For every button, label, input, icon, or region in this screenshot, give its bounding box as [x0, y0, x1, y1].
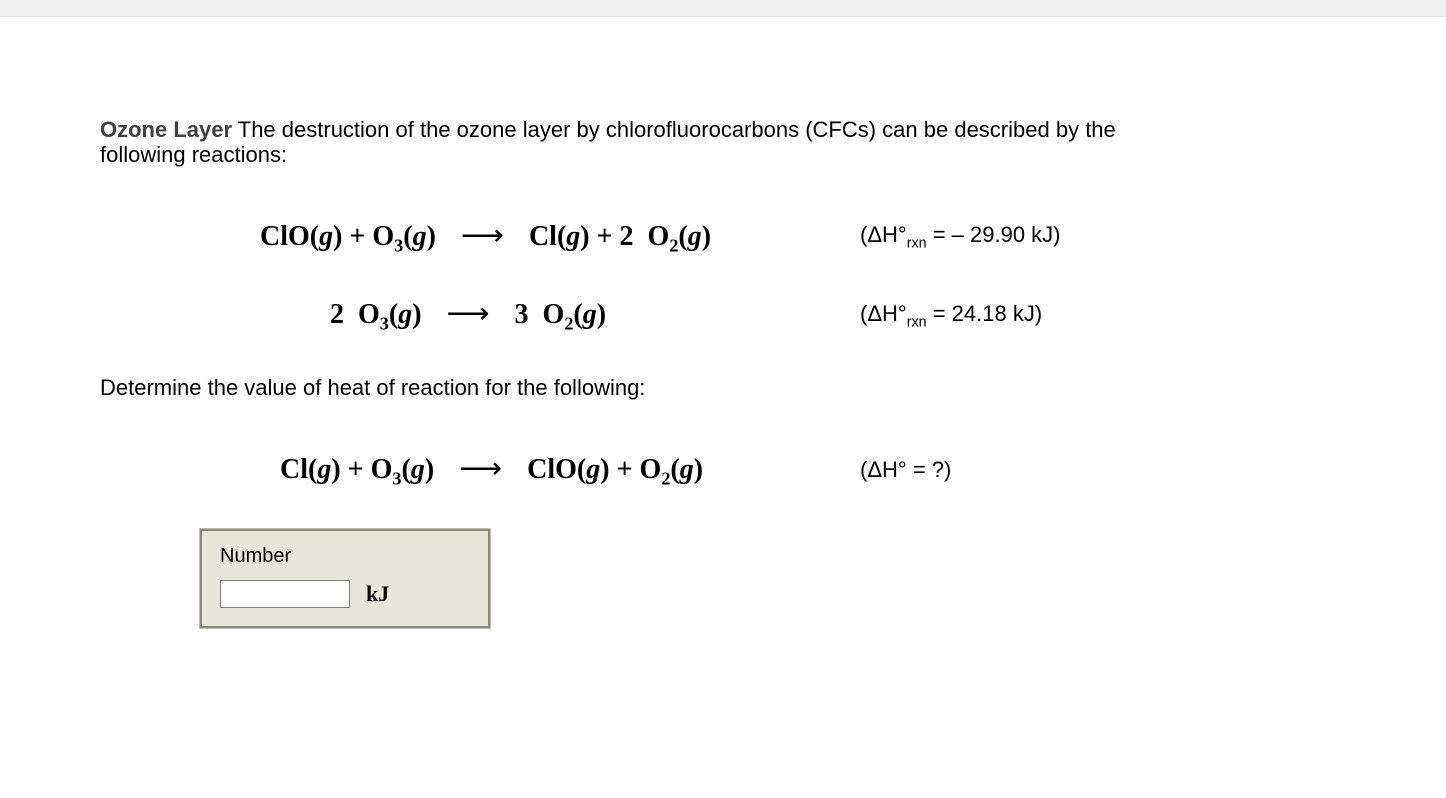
answer-unit: kJ [366, 581, 389, 607]
given-reactions: ClO(g) + O3(g) ⟶ Cl(g) + 2 O2(g) (ΔH°rxn… [260, 218, 1346, 335]
intro-lead: Ozone Layer [100, 117, 232, 142]
answer-box: Number kJ [200, 529, 490, 628]
arrow-icon: ⟶ [443, 219, 522, 252]
reaction-2-row: 2 O3(g) ⟶ 3 O2(g) (ΔH°rxn = 24.18 kJ) [260, 296, 1346, 335]
reaction-2-equation: 2 O3(g) ⟶ 3 O2(g) [260, 296, 820, 335]
reaction-1-rhs: Cl(g) + 2 O2(g) [529, 221, 711, 252]
intro-paragraph: Ozone Layer The destruction of the ozone… [100, 117, 1346, 168]
intro-text-2: following reactions: [100, 142, 287, 167]
reaction-2-dh: (ΔH°rxn = 24.18 kJ) [860, 301, 1042, 330]
intro-text-1: The destruction of the ozone layer by ch… [232, 117, 1116, 142]
arrow-icon: ⟶ [429, 297, 508, 330]
target-rhs: ClO(g) + O2(g) [527, 454, 703, 485]
target-reaction-row: Cl(g) + O3(g) ⟶ ClO(g) + O2(g) (ΔH° = ?) [260, 451, 1346, 490]
determine-prompt: Determine the value of heat of reaction … [100, 375, 1346, 401]
answer-input-row: kJ [220, 580, 470, 608]
reaction-1-dh: (ΔH°rxn = – 29.90 kJ) [860, 222, 1061, 251]
reaction-1-row: ClO(g) + O3(g) ⟶ Cl(g) + 2 O2(g) (ΔH°rxn… [260, 218, 1346, 257]
reaction-1-lhs: ClO(g) + O3(g) [260, 221, 436, 252]
reaction-2-lhs: 2 O3(g) [330, 299, 422, 330]
reaction-1-equation: ClO(g) + O3(g) ⟶ Cl(g) + 2 O2(g) [260, 218, 820, 257]
answer-input[interactable] [220, 580, 350, 608]
problem-content: Ozone Layer The destruction of the ozone… [0, 17, 1446, 688]
target-reaction-block: Cl(g) + O3(g) ⟶ ClO(g) + O2(g) (ΔH° = ?) [260, 451, 1346, 490]
target-dh: (ΔH° = ?) [860, 457, 951, 483]
reaction-2-rhs: 3 O2(g) [515, 299, 607, 330]
target-lhs: Cl(g) + O3(g) [280, 454, 434, 485]
target-reaction-equation: Cl(g) + O3(g) ⟶ ClO(g) + O2(g) [260, 451, 820, 490]
top-bar [0, 0, 1446, 17]
answer-label: Number [220, 545, 470, 568]
arrow-icon: ⟶ [441, 452, 520, 485]
